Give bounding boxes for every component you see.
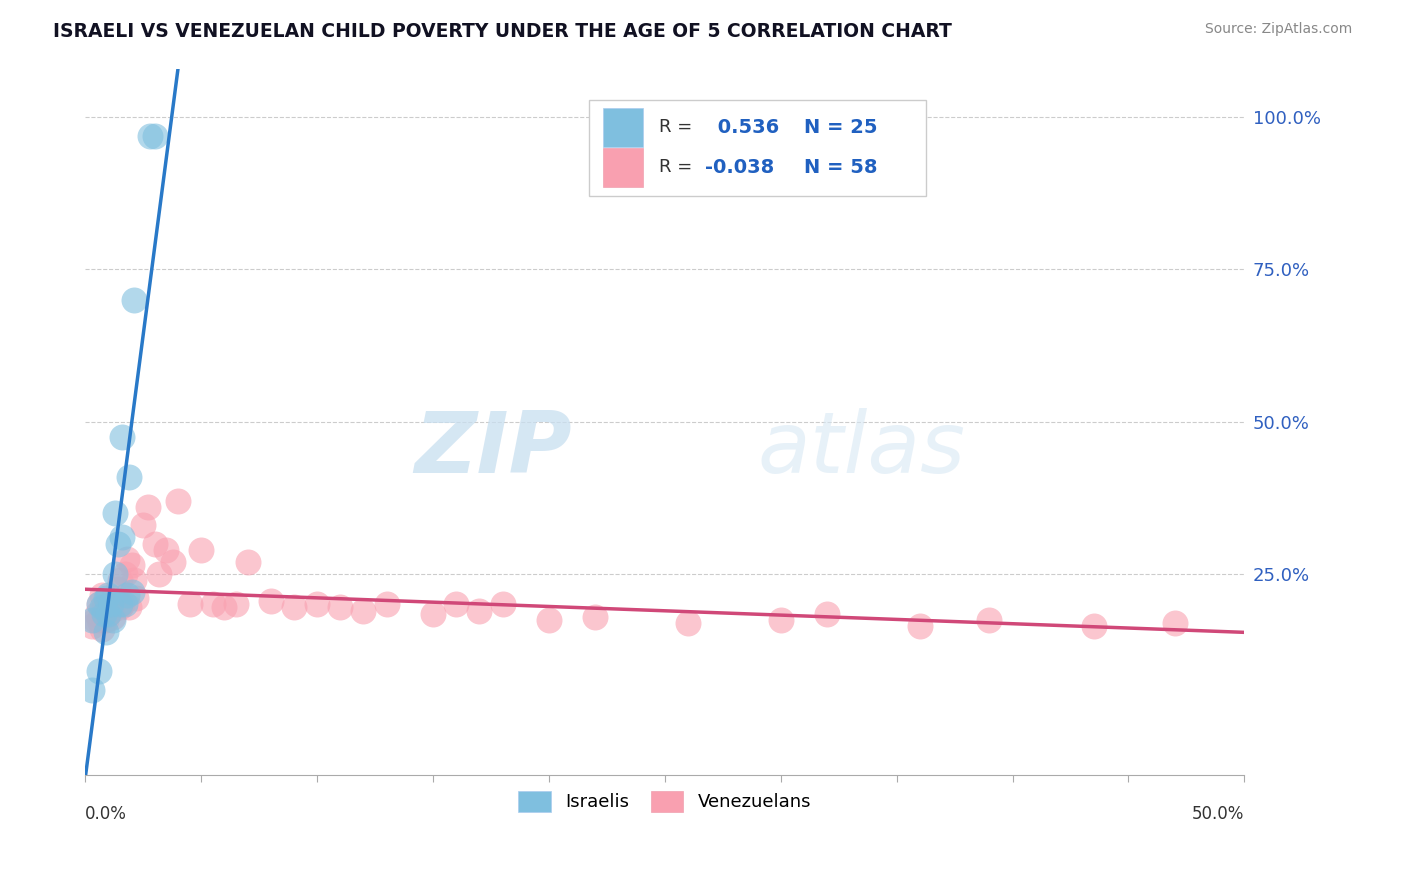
Point — [111, 530, 134, 544]
Point — [190, 542, 212, 557]
Text: -0.038: -0.038 — [706, 158, 775, 177]
Point — [97, 607, 120, 621]
Point — [104, 600, 127, 615]
Text: R =: R = — [659, 159, 697, 177]
Point — [115, 588, 138, 602]
Point — [100, 598, 122, 612]
Text: 0.536: 0.536 — [711, 118, 779, 136]
Point — [125, 591, 148, 606]
Point — [89, 598, 111, 612]
Text: atlas: atlas — [758, 409, 966, 491]
Point — [93, 607, 115, 621]
Point — [82, 618, 104, 632]
Point — [155, 542, 177, 557]
Point — [97, 588, 120, 602]
Point — [283, 600, 305, 615]
Point — [90, 588, 112, 602]
Point — [104, 506, 127, 520]
Point — [121, 585, 143, 599]
Point — [132, 518, 155, 533]
Point — [100, 603, 122, 617]
Point — [214, 600, 236, 615]
Point — [444, 598, 467, 612]
Point — [96, 613, 118, 627]
Point — [97, 598, 120, 612]
Legend: Israelis, Venezuelans: Israelis, Venezuelans — [512, 783, 818, 819]
Text: ZIP: ZIP — [415, 409, 572, 491]
Point — [1164, 615, 1187, 630]
Point — [96, 591, 118, 606]
Point — [769, 613, 792, 627]
Text: R =: R = — [659, 118, 697, 136]
Point — [422, 607, 444, 621]
FancyBboxPatch shape — [589, 100, 925, 195]
Point — [307, 598, 329, 612]
Point — [1083, 618, 1105, 632]
Point — [143, 128, 166, 143]
Point — [979, 613, 1001, 627]
Point — [201, 598, 224, 612]
Point — [353, 603, 375, 617]
Point — [260, 594, 283, 608]
Point — [101, 609, 124, 624]
Bar — [603, 148, 643, 186]
Point — [115, 551, 138, 566]
Point — [107, 536, 129, 550]
Point — [329, 600, 352, 615]
Point — [82, 682, 104, 697]
Point — [468, 603, 491, 617]
Point — [86, 607, 108, 621]
Point — [114, 598, 136, 612]
Point — [122, 293, 145, 307]
Point — [225, 598, 247, 612]
Point — [111, 598, 134, 612]
Point — [89, 613, 111, 627]
Point — [114, 566, 136, 581]
Point — [136, 500, 159, 514]
Text: N = 25: N = 25 — [804, 118, 877, 136]
Point — [143, 536, 166, 550]
Point — [108, 600, 131, 615]
Point — [104, 566, 127, 581]
Point — [101, 591, 124, 606]
Point — [118, 469, 141, 483]
Point — [90, 622, 112, 636]
Point — [162, 555, 184, 569]
Point — [122, 573, 145, 587]
Text: ISRAELI VS VENEZUELAN CHILD POVERTY UNDER THE AGE OF 5 CORRELATION CHART: ISRAELI VS VENEZUELAN CHILD POVERTY UNDE… — [53, 22, 952, 41]
Point — [676, 615, 699, 630]
Point — [537, 613, 560, 627]
Point — [118, 600, 141, 615]
Text: 50.0%: 50.0% — [1192, 805, 1244, 823]
Point — [83, 613, 105, 627]
Point — [101, 613, 124, 627]
Point — [97, 607, 120, 621]
Point — [375, 598, 398, 612]
Point — [121, 558, 143, 572]
Point — [815, 607, 838, 621]
Point — [167, 494, 190, 508]
Point — [93, 600, 115, 615]
Point — [236, 555, 259, 569]
Point — [107, 582, 129, 597]
Point — [583, 609, 606, 624]
Bar — [603, 108, 643, 146]
Point — [908, 618, 931, 632]
Point — [108, 573, 131, 587]
Point — [108, 598, 131, 612]
Text: N = 58: N = 58 — [804, 158, 877, 177]
Point — [82, 613, 104, 627]
Point — [93, 613, 115, 627]
Text: 0.0%: 0.0% — [86, 805, 127, 823]
Point — [179, 598, 201, 612]
Point — [111, 430, 134, 444]
Point — [96, 624, 118, 639]
Point — [491, 598, 513, 612]
Point — [90, 600, 112, 615]
Point — [89, 598, 111, 612]
Text: Source: ZipAtlas.com: Source: ZipAtlas.com — [1205, 22, 1353, 37]
Point — [89, 665, 111, 679]
Point — [139, 128, 162, 143]
Point — [148, 566, 170, 581]
